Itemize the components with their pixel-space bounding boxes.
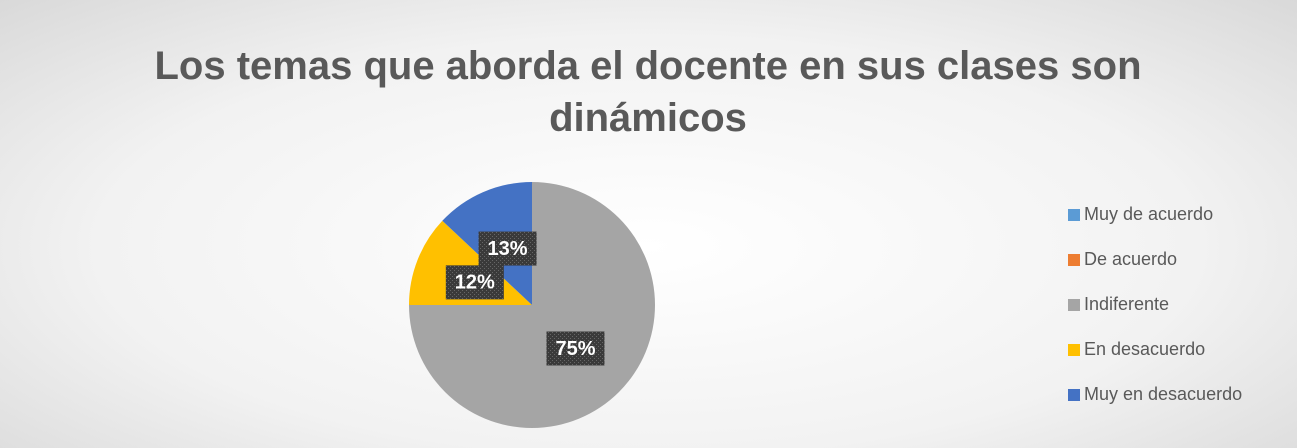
legend-label: Indiferente xyxy=(1084,294,1169,314)
data-label-box xyxy=(546,331,605,366)
legend-label: En desacuerdo xyxy=(1084,339,1205,359)
legend-label: Muy en desacuerdo xyxy=(1084,384,1242,404)
data-label: 12% xyxy=(455,272,495,294)
legend-label: Muy de acuerdo xyxy=(1084,204,1213,224)
legend-swatch xyxy=(1068,344,1080,356)
legend-swatch xyxy=(1068,209,1080,221)
legend-swatch xyxy=(1068,389,1080,401)
chart-title: Los temas que aborda el docente en sus c… xyxy=(154,44,1142,140)
data-label: 75% xyxy=(555,338,595,360)
data-label: 13% xyxy=(488,238,528,260)
legend-swatch xyxy=(1068,299,1080,311)
data-label-box xyxy=(478,231,537,266)
data-label-box xyxy=(445,265,504,300)
legend-swatch xyxy=(1068,254,1080,266)
legend-label: De acuerdo xyxy=(1084,249,1177,269)
